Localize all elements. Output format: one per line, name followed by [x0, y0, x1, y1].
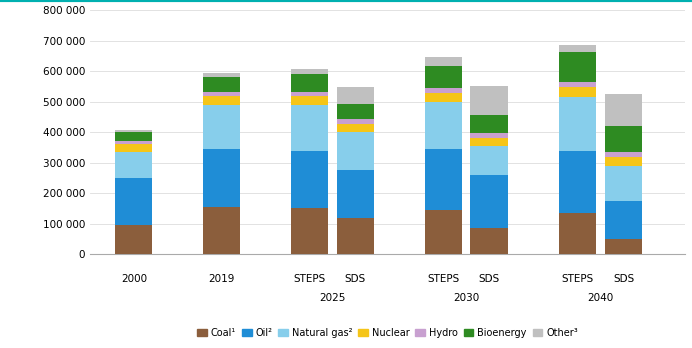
- Bar: [203, 207, 240, 254]
- Bar: [559, 87, 597, 97]
- Bar: [559, 97, 597, 150]
- Bar: [605, 94, 642, 126]
- Bar: [291, 150, 328, 208]
- Bar: [605, 166, 642, 201]
- Bar: [116, 144, 152, 152]
- Bar: [471, 115, 507, 133]
- Bar: [116, 132, 152, 141]
- Legend: Coal¹, Oil², Natural gas², Nuclear, Hydro, Bioenergy, Other³: Coal¹, Oil², Natural gas², Nuclear, Hydr…: [193, 324, 582, 342]
- Bar: [116, 178, 152, 225]
- Bar: [471, 86, 507, 115]
- Text: STEPS: STEPS: [427, 274, 459, 284]
- Bar: [337, 218, 374, 254]
- Bar: [471, 175, 507, 228]
- Bar: [203, 96, 240, 105]
- Bar: [605, 201, 642, 239]
- Bar: [471, 138, 507, 146]
- Bar: [559, 45, 597, 52]
- Bar: [291, 208, 328, 254]
- Text: 2019: 2019: [208, 274, 235, 284]
- Bar: [337, 104, 374, 119]
- Bar: [116, 141, 152, 144]
- Bar: [116, 225, 152, 254]
- Bar: [291, 74, 328, 92]
- Bar: [559, 213, 597, 254]
- Bar: [116, 130, 152, 132]
- Bar: [559, 52, 597, 82]
- Text: STEPS: STEPS: [293, 274, 326, 284]
- Text: 2030: 2030: [453, 293, 479, 303]
- Bar: [337, 170, 374, 218]
- Bar: [337, 132, 374, 170]
- Bar: [425, 93, 462, 102]
- Bar: [425, 149, 462, 210]
- Bar: [471, 146, 507, 175]
- Bar: [203, 149, 240, 207]
- Bar: [291, 96, 328, 105]
- Bar: [605, 239, 642, 254]
- Bar: [559, 150, 597, 213]
- Bar: [605, 152, 642, 157]
- Bar: [605, 157, 642, 166]
- Bar: [471, 133, 507, 138]
- Bar: [337, 87, 374, 104]
- Bar: [291, 105, 328, 150]
- Text: STEPS: STEPS: [562, 274, 594, 284]
- Bar: [559, 82, 597, 87]
- Bar: [291, 69, 328, 74]
- Bar: [203, 105, 240, 149]
- Text: SDS: SDS: [478, 274, 500, 284]
- Bar: [425, 66, 462, 88]
- Bar: [203, 73, 240, 77]
- Text: 2000: 2000: [121, 274, 147, 284]
- Bar: [337, 124, 374, 132]
- Bar: [425, 102, 462, 149]
- Bar: [291, 92, 328, 96]
- Bar: [203, 77, 240, 92]
- Bar: [425, 210, 462, 254]
- Bar: [425, 57, 462, 66]
- Text: SDS: SDS: [345, 274, 366, 284]
- Bar: [116, 152, 152, 178]
- Bar: [337, 119, 374, 124]
- Text: 2040: 2040: [588, 293, 614, 303]
- Bar: [471, 228, 507, 254]
- Text: SDS: SDS: [613, 274, 635, 284]
- Bar: [203, 92, 240, 96]
- Bar: [605, 126, 642, 152]
- Text: 2025: 2025: [319, 293, 345, 303]
- Bar: [425, 88, 462, 93]
